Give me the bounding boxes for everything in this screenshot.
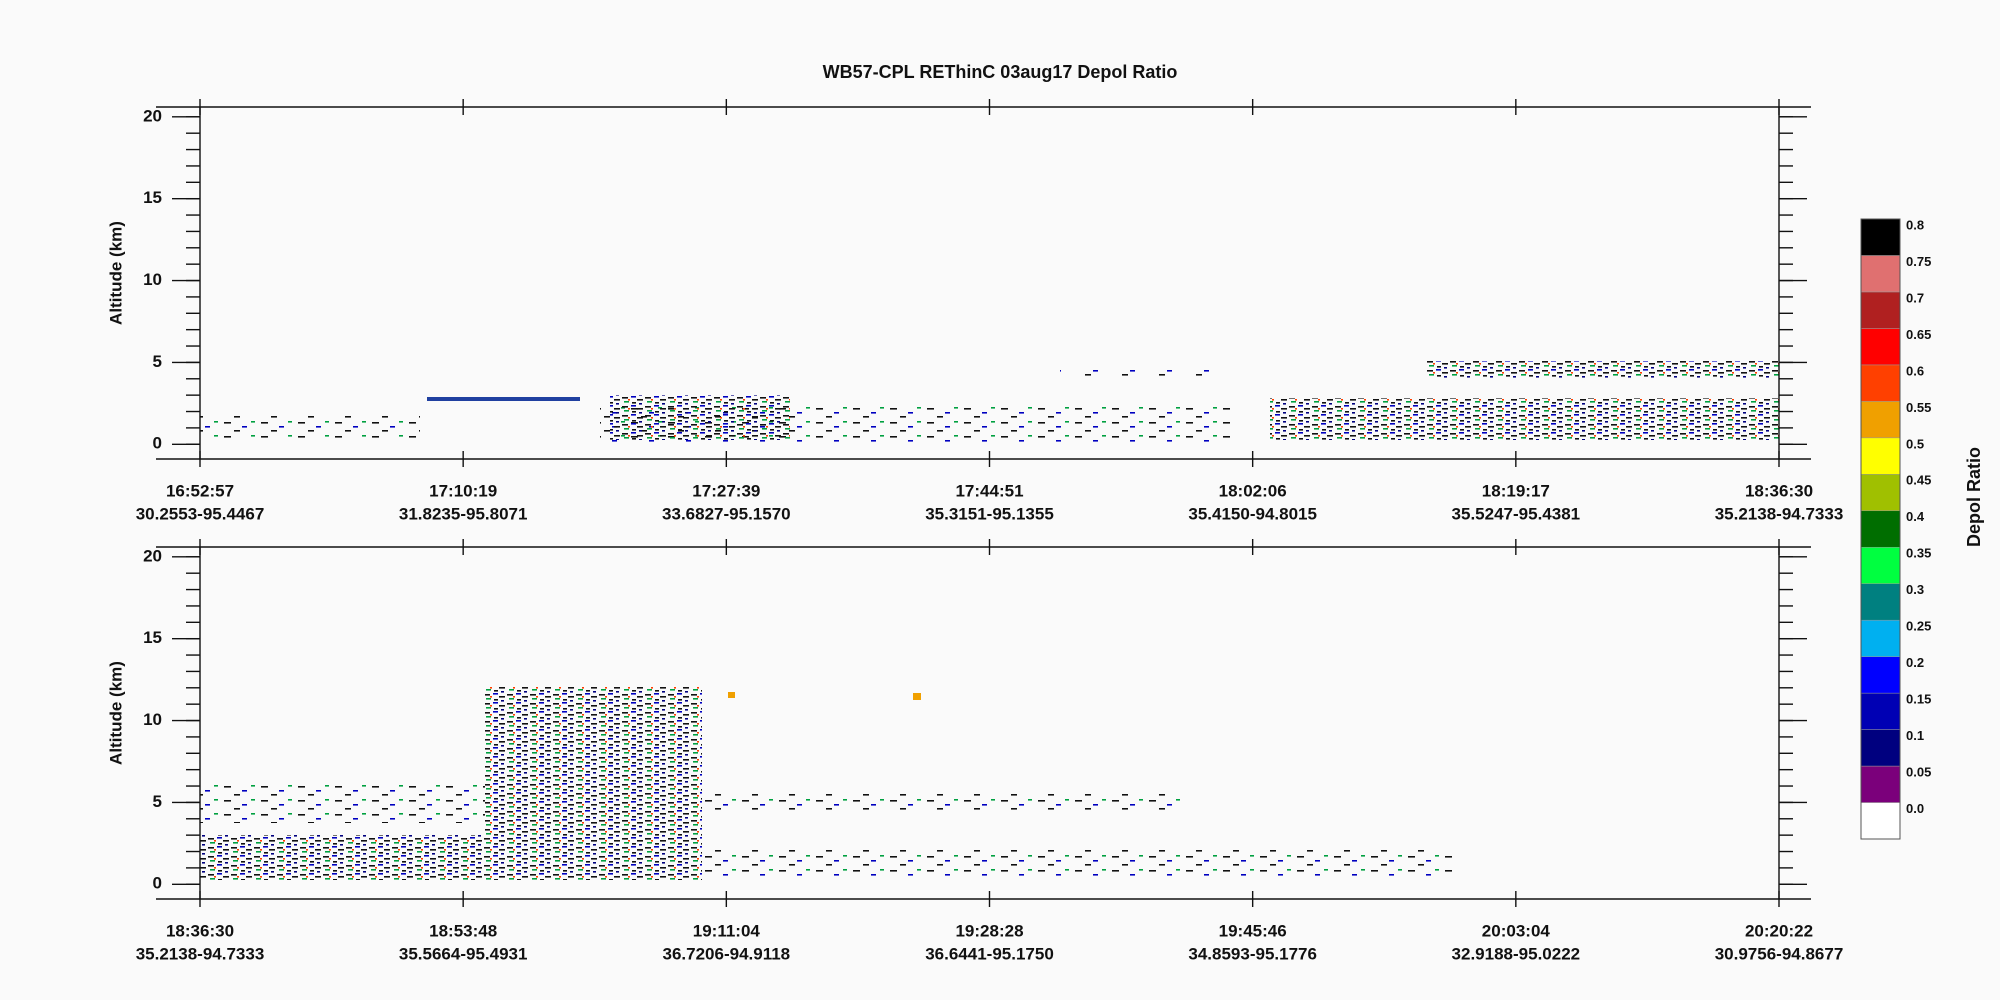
x-tick-time: 18:02:06 xyxy=(1219,481,1287,500)
colorbar-segment xyxy=(1860,656,1901,694)
colorbar-tick-label: 0.4 xyxy=(1906,509,1925,524)
colorbar-tick-label: 0.75 xyxy=(1906,254,1931,269)
colorbar-segment xyxy=(1860,328,1901,366)
colorbar-tick-label: 0.15 xyxy=(1906,692,1931,707)
colorbar-segment xyxy=(1860,218,1901,256)
x-tick-location: 34.8593-95.1776 xyxy=(1188,944,1317,963)
x-tick-time: 18:36:30 xyxy=(166,921,234,940)
x-tick-location: 35.2138-94.7333 xyxy=(136,944,265,963)
colorbar-segment xyxy=(1860,401,1901,439)
x-tick-time: 17:10:19 xyxy=(429,481,497,500)
x-tick-location: 30.9756-94.8677 xyxy=(1715,944,1844,963)
colorbar-segment xyxy=(1860,802,1901,840)
x-tick-time: 16:52:57 xyxy=(166,481,234,500)
y-tick-label: 20 xyxy=(143,546,162,565)
x-tick-time: 19:28:28 xyxy=(955,921,1023,940)
x-tick-location: 35.4150-94.8015 xyxy=(1188,504,1317,523)
x-tick-time: 18:53:48 xyxy=(429,921,497,940)
colorbar-tick-label: 0.45 xyxy=(1906,473,1931,488)
colorbar-tick-label: 0.1 xyxy=(1906,728,1924,743)
x-tick-location: 36.6441-95.1750 xyxy=(925,944,1054,963)
y-tick-label: 15 xyxy=(143,628,162,647)
colorbar-segment xyxy=(1860,619,1901,657)
cloud-imagery xyxy=(200,361,1779,880)
colorbar-tick-label: 0.0 xyxy=(1906,801,1924,816)
colorbar-segment xyxy=(1860,729,1901,767)
x-tick-location: 31.8235-95.8071 xyxy=(399,504,528,523)
x-tick-location: 35.2138-94.7333 xyxy=(1715,504,1844,523)
x-tick-location: 36.7206-94.9118 xyxy=(663,944,791,963)
y-tick-label: 15 xyxy=(143,188,162,207)
y-tick-label: 0 xyxy=(153,434,162,453)
colorbar-segment xyxy=(1860,291,1901,329)
y-tick-label: 0 xyxy=(153,874,162,893)
colorbar-segment xyxy=(1860,692,1901,730)
colorbar-tick-label: 0.7 xyxy=(1906,290,1924,305)
x-tick-time: 17:27:39 xyxy=(692,481,760,500)
colorbar-segment xyxy=(1860,474,1901,512)
colorbar-tick-label: 0.25 xyxy=(1906,619,1931,634)
x-tick-time: 17:44:51 xyxy=(955,481,1023,500)
colorbar-segment xyxy=(1860,765,1901,803)
chart-title: WB57-CPL REThinC 03aug17 Depol Ratio xyxy=(823,62,1178,82)
colorbar-tick-label: 0.65 xyxy=(1906,327,1931,342)
colorbar-tick-label: 0.6 xyxy=(1906,363,1924,378)
x-tick-location: 30.2553-95.4467 xyxy=(136,504,265,523)
colorbar-tick-label: 0.35 xyxy=(1906,546,1931,561)
y-axis-label: Altitude (km) xyxy=(106,221,125,325)
colorbar-tick-label: 0.5 xyxy=(1906,436,1924,451)
colorbar-tick-label: 0.3 xyxy=(1906,582,1924,597)
colorbar-tick-label: 0.8 xyxy=(1906,217,1924,232)
x-tick-time: 18:19:17 xyxy=(1482,481,1550,500)
colorbar-frame xyxy=(1860,218,1901,840)
colorbar-tick-label: 0.2 xyxy=(1906,655,1924,670)
x-tick-location: 35.3151-95.1355 xyxy=(925,504,1054,523)
y-tick-label: 5 xyxy=(153,792,162,811)
x-tick-location: 32.9188-95.0222 xyxy=(1452,944,1581,963)
colorbar-segment xyxy=(1860,510,1901,548)
x-tick-time: 18:36:30 xyxy=(1745,481,1813,500)
colorbar-segment xyxy=(1860,583,1901,621)
colorbar-segment xyxy=(1860,437,1901,475)
colorbar-label: Depol Ratio xyxy=(1964,447,1984,547)
x-tick-location: 33.6827-95.1570 xyxy=(662,504,791,523)
colorbar-segment xyxy=(1860,364,1901,402)
colorbar-segment xyxy=(1860,255,1901,293)
x-tick-location: 35.5247-95.4381 xyxy=(1452,504,1581,523)
y-tick-label: 20 xyxy=(143,106,162,125)
y-axis-label: Altitude (km) xyxy=(106,661,125,765)
colorbar-tick-label: 0.05 xyxy=(1906,764,1931,779)
colorbar-tick-label: 0.55 xyxy=(1906,400,1931,415)
x-tick-location: 35.5664-95.4931 xyxy=(399,944,528,963)
x-tick-time: 20:03:04 xyxy=(1482,921,1551,940)
y-tick-label: 10 xyxy=(143,270,162,289)
y-tick-label: 10 xyxy=(143,710,162,729)
colorbar-segment xyxy=(1860,546,1901,584)
x-tick-time: 19:45:46 xyxy=(1219,921,1287,940)
x-tick-time: 20:20:22 xyxy=(1745,921,1813,940)
x-tick-time: 19:11:04 xyxy=(693,921,761,940)
y-tick-label: 5 xyxy=(153,352,162,371)
